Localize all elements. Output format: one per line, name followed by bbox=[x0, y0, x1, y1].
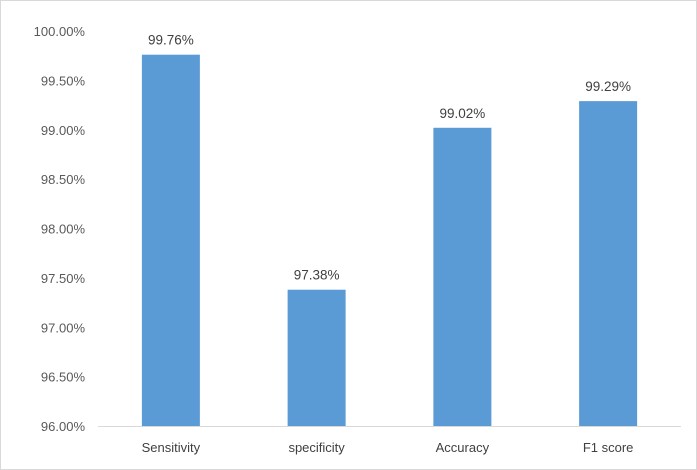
x-tick-label: specificity bbox=[288, 440, 345, 455]
x-tick-label: Sensitivity bbox=[142, 440, 201, 455]
x-tick-label: Accuracy bbox=[436, 440, 490, 455]
y-tick-label: 97.00% bbox=[41, 320, 86, 335]
y-tick-label: 96.00% bbox=[41, 419, 86, 434]
bars bbox=[141, 54, 638, 427]
y-tick-label: 99.00% bbox=[41, 123, 86, 138]
data-label: 99.02% bbox=[439, 106, 485, 121]
y-tick-label: 99.50% bbox=[41, 73, 86, 88]
y-axis-ticks: 96.00% 96.50% 97.00% 97.50% 98.00% 98.50% 99.0… bbox=[34, 24, 86, 434]
y-tick-label: 98.00% bbox=[41, 222, 86, 237]
bar-specificity bbox=[287, 289, 346, 426]
data-label: 97.38% bbox=[294, 268, 340, 283]
y-tick-label: 96.50% bbox=[41, 370, 86, 385]
x-axis-ticks: Sensitivity specificity Accuracy F1 score bbox=[142, 440, 634, 455]
y-tick-label: 100.00% bbox=[34, 24, 86, 39]
bar-f1-score bbox=[579, 101, 638, 427]
x-tick-label: F1 score bbox=[583, 440, 634, 455]
bar-accuracy bbox=[433, 127, 492, 427]
bar-sensitivity bbox=[141, 54, 200, 426]
data-labels: 99.76% 97.38% 99.02% 99.29% bbox=[148, 33, 631, 283]
data-label: 99.76% bbox=[148, 33, 194, 48]
data-label: 99.29% bbox=[585, 79, 631, 94]
y-tick-label: 97.50% bbox=[41, 271, 86, 286]
y-tick-label: 98.50% bbox=[41, 172, 86, 187]
